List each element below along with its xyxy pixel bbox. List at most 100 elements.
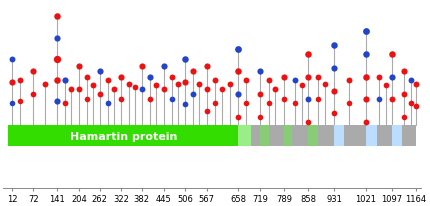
- Point: [96, 93, 103, 96]
- Point: [30, 70, 37, 74]
- Point: [407, 102, 414, 105]
- Point: [146, 76, 153, 79]
- Point: [160, 88, 167, 91]
- Point: [211, 79, 218, 82]
- Bar: [402, 126, 415, 146]
- Point: [376, 76, 383, 79]
- Point: [346, 102, 353, 105]
- Point: [243, 79, 249, 82]
- Point: [362, 121, 369, 124]
- Bar: [284, 126, 292, 146]
- Point: [61, 102, 68, 105]
- Point: [42, 83, 49, 86]
- Point: [9, 102, 15, 105]
- Point: [182, 103, 189, 107]
- Point: [265, 102, 272, 105]
- Bar: [392, 126, 402, 146]
- Point: [346, 79, 353, 82]
- Point: [30, 93, 37, 96]
- Bar: [238, 126, 251, 146]
- Point: [54, 37, 61, 41]
- Point: [104, 79, 111, 82]
- Point: [331, 89, 338, 93]
- Point: [182, 81, 189, 84]
- Bar: [260, 126, 269, 146]
- Point: [89, 84, 96, 88]
- Bar: [8, 126, 238, 146]
- Point: [271, 88, 278, 91]
- Point: [169, 76, 175, 79]
- Point: [54, 100, 61, 103]
- Point: [331, 67, 338, 70]
- Point: [68, 88, 74, 91]
- Point: [152, 84, 159, 88]
- Point: [54, 58, 61, 62]
- Point: [9, 58, 15, 62]
- Point: [400, 70, 407, 74]
- Point: [314, 76, 321, 79]
- Point: [211, 102, 218, 105]
- Point: [292, 102, 298, 105]
- Point: [305, 98, 312, 101]
- Text: Hamartin protein: Hamartin protein: [70, 131, 177, 141]
- Point: [76, 88, 83, 91]
- Point: [376, 98, 383, 101]
- Point: [292, 79, 298, 82]
- Point: [362, 98, 369, 101]
- Point: [235, 93, 242, 96]
- Point: [190, 93, 197, 96]
- Point: [117, 98, 124, 101]
- Point: [203, 110, 210, 114]
- Point: [138, 65, 145, 68]
- Point: [331, 44, 338, 48]
- Point: [83, 98, 90, 101]
- Bar: [251, 126, 260, 146]
- Point: [83, 76, 90, 79]
- Bar: [366, 126, 378, 146]
- Point: [203, 88, 210, 91]
- Bar: [308, 126, 318, 146]
- Point: [389, 53, 396, 56]
- Point: [407, 79, 414, 82]
- Point: [265, 79, 272, 82]
- Point: [131, 86, 138, 89]
- Point: [389, 98, 396, 101]
- Point: [362, 76, 369, 79]
- Point: [96, 70, 103, 74]
- Point: [362, 30, 369, 34]
- Point: [256, 70, 263, 74]
- Point: [362, 53, 369, 56]
- Point: [235, 48, 242, 51]
- Point: [331, 112, 338, 115]
- Bar: [8, 140, 416, 146]
- Point: [104, 102, 111, 105]
- Point: [305, 53, 312, 56]
- Point: [412, 83, 419, 86]
- Point: [243, 102, 249, 105]
- Point: [190, 70, 197, 74]
- Point: [235, 115, 242, 119]
- Bar: [344, 126, 366, 146]
- Point: [54, 79, 61, 82]
- Point: [322, 83, 329, 86]
- Point: [61, 79, 68, 82]
- Bar: [334, 126, 344, 146]
- Point: [182, 58, 189, 62]
- Point: [389, 76, 396, 79]
- Point: [305, 76, 312, 79]
- Point: [146, 98, 153, 101]
- Point: [54, 15, 61, 18]
- Point: [256, 93, 263, 96]
- Point: [175, 83, 181, 86]
- Point: [111, 88, 117, 91]
- Point: [203, 65, 210, 68]
- Bar: [292, 126, 308, 146]
- Point: [17, 100, 24, 103]
- Bar: [318, 126, 334, 146]
- Point: [17, 79, 24, 82]
- Point: [227, 83, 234, 86]
- Point: [400, 93, 407, 96]
- Bar: [269, 126, 284, 146]
- Point: [76, 65, 83, 68]
- Point: [281, 76, 288, 79]
